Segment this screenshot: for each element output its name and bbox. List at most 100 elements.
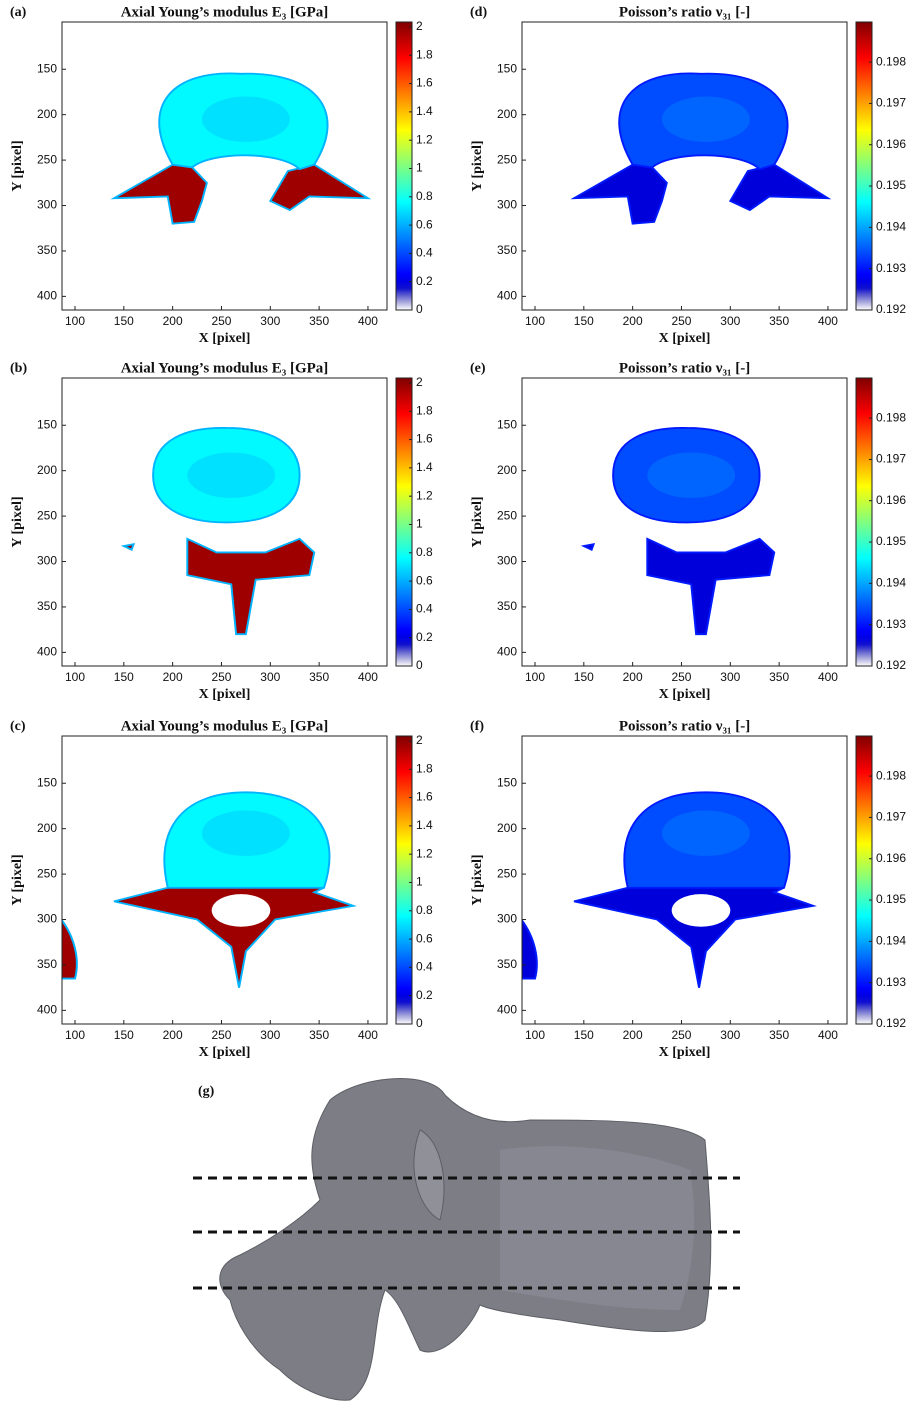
colorbar-tick-label: 0.193: [876, 261, 906, 275]
y-tick-label: 300: [497, 554, 517, 568]
y-tick-label: 150: [37, 417, 57, 431]
x-axis-label: X [pixel]: [659, 1045, 711, 1060]
y-tick-label: 350: [497, 957, 517, 971]
x-tick-label: 400: [358, 314, 378, 328]
chart-title: Poisson’s ratio ν₃₁ [-]: [619, 360, 750, 376]
body-core: [661, 96, 750, 142]
colorbar-tick-label: 0.195: [876, 178, 906, 192]
panel-label: (c): [10, 719, 26, 734]
colorbar-tick-label: 1.8: [416, 47, 433, 61]
colorbar-tick-label: 1.6: [416, 76, 433, 90]
y-axis-label: Y [pixel]: [470, 854, 485, 905]
x-tick-label: 300: [720, 314, 740, 328]
y-tick-label: 150: [497, 61, 517, 75]
colorbar-tick-label: 1.4: [416, 818, 433, 832]
y-tick-label: 400: [497, 645, 517, 659]
y-tick-label: 300: [37, 198, 57, 212]
chart-panel: 100 150 200 250 300 350 400 150 200 250 300 350 400 X…: [470, 4, 906, 346]
y-tick-label: 350: [497, 243, 517, 257]
x-tick-label: 100: [525, 1028, 545, 1042]
colorbar-tick-label: 0.8: [416, 545, 433, 559]
colorbar-tick-label: 2: [416, 19, 423, 33]
colorbar-tick-label: 0.196: [876, 493, 906, 507]
colorbar-tick-label: 0.197: [876, 810, 906, 824]
colorbar-tick-label: 0.198: [876, 768, 906, 782]
body-shade: [500, 1146, 695, 1310]
plot-frame: [61, 377, 388, 667]
y-tick-label: 350: [497, 599, 517, 613]
y-tick-label: 250: [497, 152, 517, 166]
y-axis-label: Y [pixel]: [470, 140, 485, 191]
y-tick-label: 200: [497, 463, 517, 477]
y-tick-label: 300: [37, 912, 57, 926]
chart-title: Axial Young’s modulus E₃ [GPa]: [121, 360, 329, 376]
panel-label: (a): [10, 5, 27, 20]
chart-title: Poisson’s ratio ν₃₁ [-]: [619, 718, 750, 734]
heatmap-image: [120, 427, 316, 636]
x-axis-label: X [pixel]: [659, 687, 711, 702]
x-tick-label: 300: [260, 670, 280, 684]
x-tick-label: 150: [114, 314, 134, 328]
colorbar-tick-label: 0.2: [416, 274, 433, 288]
colorbar-tick-label: 1.8: [416, 403, 433, 417]
plot-frame: [521, 377, 848, 667]
chart-title: Axial Young’s modulus E₃ [GPa]: [121, 718, 329, 734]
colorbar-tick-label: 0.197: [876, 96, 906, 110]
specimen: [522, 791, 817, 988]
colorbar-tick-label: 0.2: [416, 988, 433, 1002]
x-tick-label: 150: [574, 1028, 594, 1042]
heatmap-image: [580, 427, 776, 636]
chart-panel: 100 150 200 250 300 350 400 150 200 250 300 350 400 X…: [470, 718, 906, 1060]
chart-panel: 100 150 200 250 300 350 400 150 200 250 300 350 400 X…: [10, 4, 433, 346]
chart-panel: 100 150 200 250 300 350 400 150 200 250 300 350 400 X…: [10, 718, 433, 1060]
x-tick-label: 100: [525, 670, 545, 684]
x-tick-label: 250: [671, 314, 691, 328]
specimen: [110, 72, 372, 225]
colorbar-tick-label: 0.193: [876, 975, 906, 989]
colorbar-tick-label: 0.6: [416, 931, 433, 945]
y-tick-label: 250: [37, 152, 57, 166]
x-tick-label: 100: [65, 670, 85, 684]
y-tick-label: 350: [37, 243, 57, 257]
x-tick-label: 400: [818, 1028, 838, 1042]
x-tick-label: 200: [623, 314, 643, 328]
y-tick-label: 350: [37, 599, 57, 613]
y-tick-label: 300: [497, 912, 517, 926]
plot-frame: [521, 735, 848, 1025]
colorbar-tick-label: 0: [416, 658, 423, 672]
y-axis-label: Y [pixel]: [470, 496, 485, 547]
panel-label: (f): [470, 719, 484, 734]
colorbar-tick-label: 1.6: [416, 790, 433, 804]
specimen: [62, 791, 357, 988]
colorbar-tick-label: 1.6: [416, 432, 433, 446]
heatmap-image: [522, 791, 817, 988]
heatmap-image: [62, 791, 357, 988]
x-tick-label: 400: [358, 670, 378, 684]
canal: [671, 894, 731, 927]
x-tick-label: 150: [114, 1028, 134, 1042]
y-axis-label: Y [pixel]: [10, 140, 25, 191]
colorbar-tick-label: 0.196: [876, 137, 906, 151]
body-core: [647, 452, 736, 498]
y-tick-label: 150: [497, 775, 517, 789]
posterior-region: [268, 163, 372, 212]
colorbar-tick-label: 0.192: [876, 1016, 906, 1030]
posterior-region: [573, 886, 817, 988]
y-tick-label: 200: [37, 463, 57, 477]
specimen: [580, 427, 776, 636]
y-tick-label: 400: [37, 645, 57, 659]
colorbar-tick-label: 1.2: [416, 846, 433, 860]
y-tick-label: 300: [37, 554, 57, 568]
colorbar: [855, 377, 873, 667]
canal: [211, 894, 271, 927]
colorbar-tick-label: 1: [416, 161, 423, 175]
posterior-region: [62, 918, 78, 980]
slice-lines: [193, 1176, 740, 1290]
colorbar-tick-label: 0.195: [876, 892, 906, 906]
colorbar-tick-label: 0.194: [876, 220, 906, 234]
colorbar-tick-label: 0.198: [876, 54, 906, 68]
colorbar: [395, 735, 413, 1025]
colorbar-tick-label: 0.192: [876, 302, 906, 316]
colorbar-tick-label: 1: [416, 875, 423, 889]
